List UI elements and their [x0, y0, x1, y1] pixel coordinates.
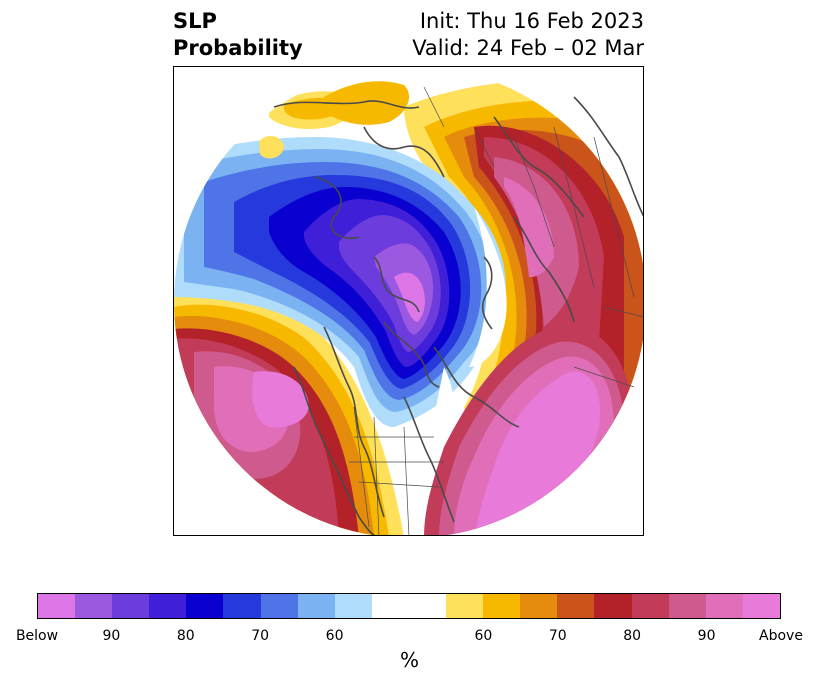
colorbar-segment: [75, 594, 113, 618]
colorbar-segment: [112, 594, 150, 618]
colorbar-segment: [371, 594, 409, 618]
colorbar-segment: [520, 594, 558, 618]
colorbar-segment: [223, 594, 261, 618]
colorbar-tick-label: 70: [548, 628, 567, 644]
chart-title: SLP Probability: [173, 8, 303, 62]
colorbar-segment: [334, 594, 372, 618]
colorbar-segment: [483, 594, 521, 618]
colorbar-segment: [38, 594, 76, 618]
colorbar-tick-label: 60: [474, 628, 493, 644]
colorbar-unit: %: [399, 648, 419, 672]
colorbar-segment: [408, 594, 447, 618]
colorbar-segment: [668, 594, 706, 618]
colorbar-segment: [446, 594, 484, 618]
colorbar-ticks: Below 90 80 70 60 60 70 80 90 Above: [0, 628, 819, 648]
colorbar-tick-label: 90: [697, 628, 716, 644]
colorbar-tick-label: 90: [102, 628, 121, 644]
colorbar-segment: [297, 594, 335, 618]
colorbar-segment: [631, 594, 669, 618]
colorbar: [37, 593, 781, 619]
polar-map: [173, 66, 644, 536]
date-block: Init: Thu 16 Feb 2023 Valid: 24 Feb – 02…: [412, 8, 644, 62]
colorbar-segment: [557, 594, 595, 618]
colorbar-tick-label: 70: [251, 628, 270, 644]
valid-range: Valid: 24 Feb – 02 Mar: [412, 36, 644, 60]
colorbar-segment: [742, 594, 780, 618]
map-svg: [174, 67, 643, 535]
title-line-1: SLP: [173, 9, 217, 33]
colorbar-segment: [260, 594, 298, 618]
coastlines: [273, 96, 643, 535]
colorbar-tick-label: Below: [15, 628, 59, 644]
colorbar-segment: [186, 594, 224, 618]
title-line-2: Probability: [173, 36, 303, 60]
colorbar-segment: [594, 594, 632, 618]
colorbar-tick-label: 60: [325, 628, 344, 644]
colorbar-segment: [705, 594, 743, 618]
colorbar-tick-label: 80: [176, 628, 195, 644]
init-date: Init: Thu 16 Feb 2023: [419, 9, 644, 33]
colorbar-tick-label: 80: [623, 628, 642, 644]
country-borders: [349, 86, 643, 535]
colorbar-tick-label: Above: [759, 628, 803, 644]
colorbar-segment: [149, 594, 187, 618]
